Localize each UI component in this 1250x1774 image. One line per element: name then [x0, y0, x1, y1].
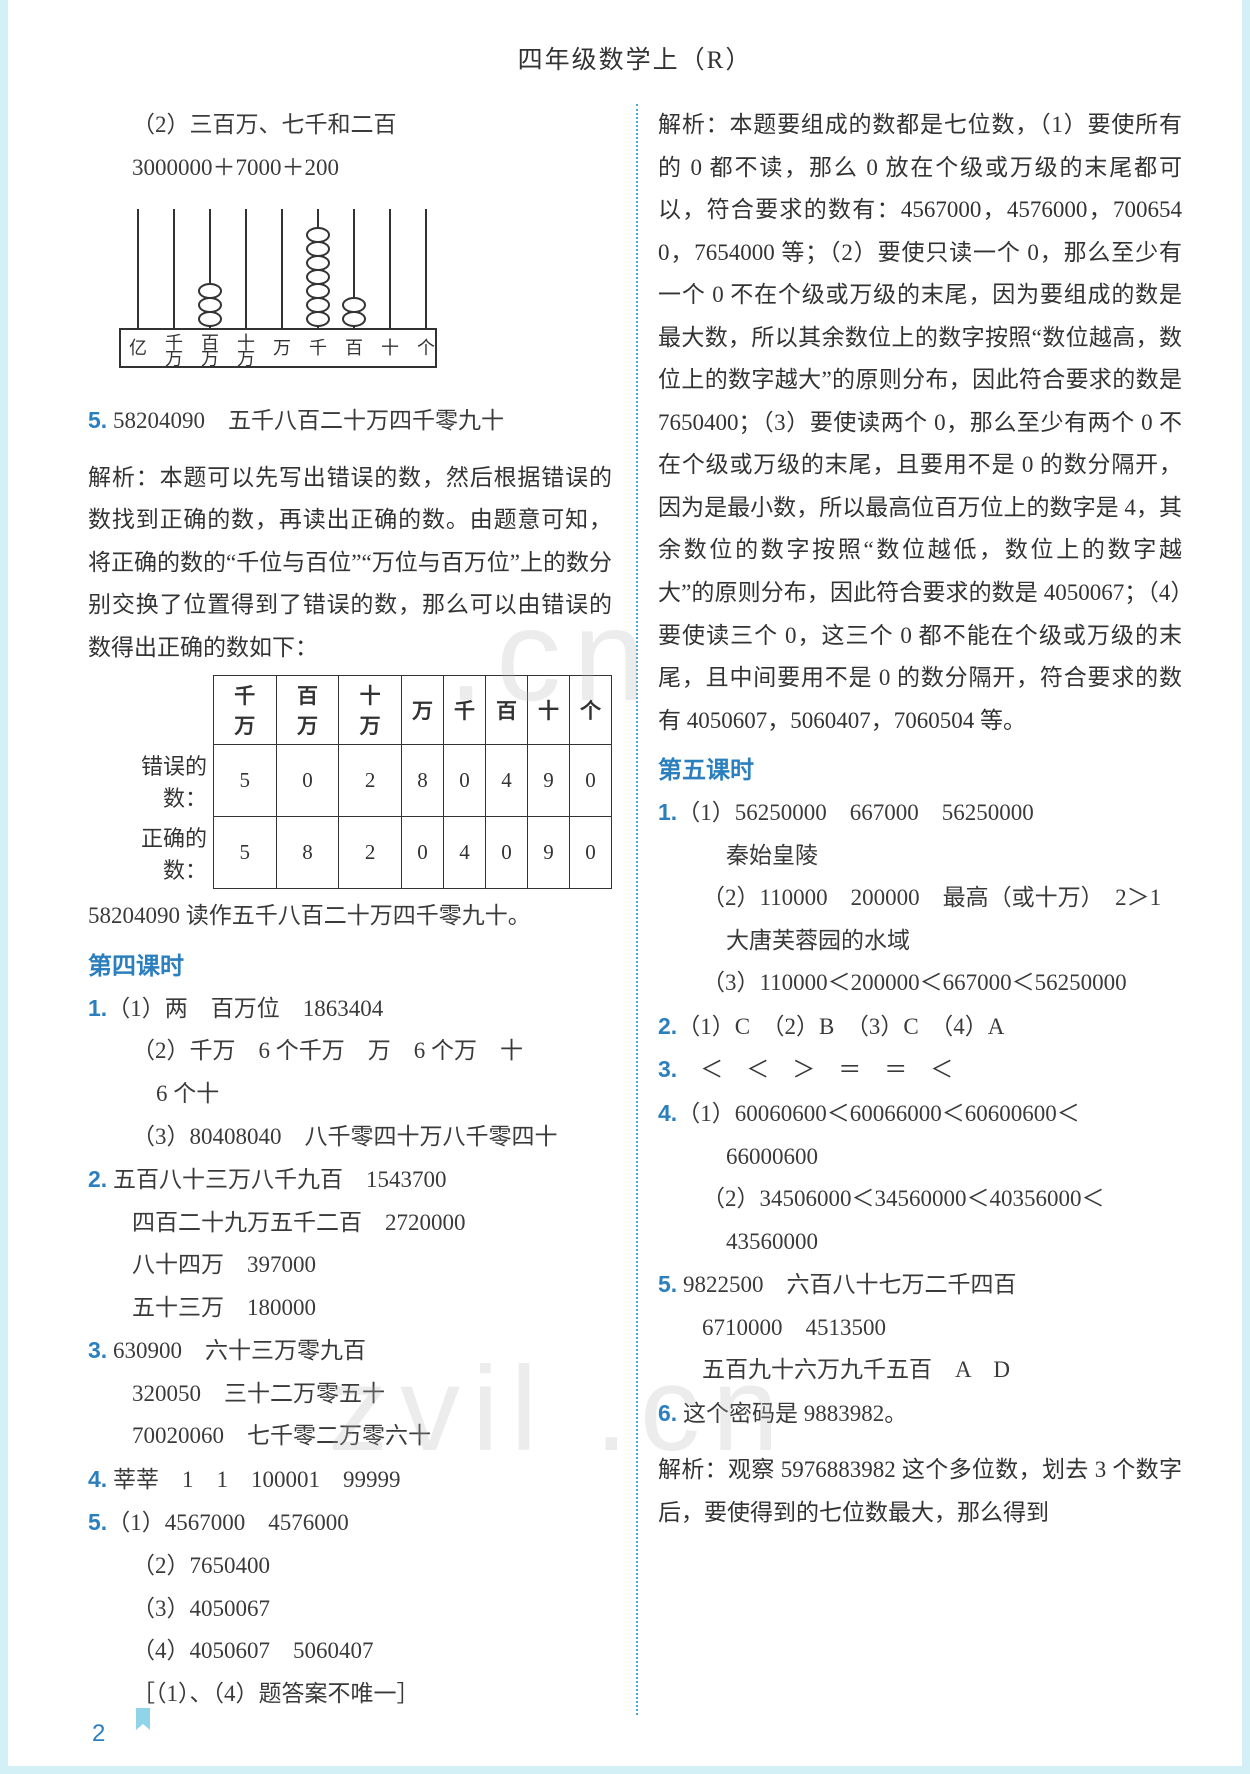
page-title: 四年级数学上（R）	[88, 40, 1182, 76]
ribbon-icon	[136, 1708, 166, 1738]
answer-line: 3. 630900 六十三万零九百	[88, 1329, 612, 1373]
row-label: 错误的数：	[88, 745, 213, 817]
th: 个	[569, 676, 611, 745]
analysis-text: 解析：本题要组成的数都是七位数，（1）要使所有的 0 都不读，那么 0 放在个级…	[658, 104, 1182, 742]
answer-line: （4）4050607 5060407	[88, 1630, 612, 1673]
cell: 4	[485, 745, 527, 817]
text: （1）两 百万位 1863404	[107, 996, 383, 1021]
answer-line: （2）34506000＜34560000＜40356000＜	[658, 1178, 1182, 1221]
answer-line: （3）80408040 八千零四十万八千零四十	[88, 1116, 612, 1159]
answer-line: （2）110000 200000 最高（或十万） 2＞1	[658, 877, 1182, 920]
th: 千万	[213, 676, 276, 745]
digit-table: 千万 百万 十万 万 千 百 十 个 错误的数： 5 0 2 8 0 4	[88, 675, 612, 889]
svg-text:亿: 亿	[129, 338, 147, 358]
svg-text:万: 万	[201, 349, 219, 369]
svg-text:百: 百	[345, 338, 363, 358]
answer-line: 五百九十六万九千五百 A D	[658, 1349, 1182, 1392]
left-column: （2）三百万、七千和二百 3000000＋7000＋200	[88, 104, 612, 1715]
cell: 5	[213, 817, 276, 889]
th: 千	[443, 676, 485, 745]
answer-line: （2）千万 6 个千万 万 6 个万 十	[88, 1030, 612, 1073]
text: （1）4567000 4576000	[107, 1510, 349, 1535]
cell: 9	[527, 817, 569, 889]
answer-line: （2）7650400	[88, 1545, 612, 1588]
text: ＜ ＜ ＞ ＝ ＝ ＜	[677, 1057, 953, 1082]
cell: 8	[401, 745, 443, 817]
answer-line: 1.（1）56250000 667000 56250000	[658, 791, 1182, 835]
text: 莘莘 1 1 100001 99999	[113, 1467, 401, 1492]
text-line: （2）三百万、七千和二百	[88, 104, 612, 147]
answer-line: 4. 莘莘 1 1 100001 99999	[88, 1458, 612, 1502]
page-number: 2	[92, 1720, 105, 1748]
cell: 2	[339, 745, 402, 817]
answer-line: 秦始皇陵	[658, 835, 1182, 878]
text: （1）60060600＜60066000＜60600600＜	[677, 1101, 1080, 1126]
th: 百万	[276, 676, 339, 745]
answer-line: （3）4050067	[88, 1588, 612, 1631]
answer-line: 2. 五百八十三万八千九百 1543700	[88, 1158, 612, 1202]
cell: 0	[401, 817, 443, 889]
answer-line: 70020060 七千零二万零六十	[88, 1415, 612, 1458]
answer-line: 大唐芙蓉园的水域	[658, 920, 1182, 963]
answer-line: 1.（1）两 百万位 1863404	[88, 987, 612, 1031]
answer-line: 5.（1）4567000 4576000	[88, 1501, 612, 1545]
answer-line: 43560000	[658, 1221, 1182, 1264]
cell: 4	[443, 817, 485, 889]
svg-text:万: 万	[273, 338, 291, 358]
answer-line: 3. ＜ ＜ ＞ ＝ ＝ ＜	[658, 1048, 1182, 1092]
text: 58204090 五千八百二十万四千零九十	[113, 408, 504, 433]
answer-line: 66000600	[658, 1136, 1182, 1179]
answer-line: 五十三万 180000	[88, 1287, 612, 1330]
cell: 5	[213, 745, 276, 817]
text: 9822500 六百八十七万二千四百	[683, 1272, 1017, 1297]
text: 这个密码是 9883982。	[683, 1401, 907, 1426]
text-line: 58204090 读作五千八百二十万四千零九十。	[88, 895, 612, 938]
th: 百	[485, 676, 527, 745]
cell: 0	[569, 817, 611, 889]
cell: 2	[339, 817, 402, 889]
th: 万	[401, 676, 443, 745]
text: （1）C （2）B （3）C （4）A	[677, 1014, 1004, 1039]
answer-line: 6 个十	[88, 1073, 612, 1116]
th: 十万	[339, 676, 402, 745]
right-column: 解析：本题要组成的数都是七位数，（1）要使所有的 0 都不读，那么 0 放在个级…	[636, 104, 1182, 1715]
svg-text:万: 万	[237, 349, 255, 369]
analysis-text: 解析：观察 5976883982 这个多位数，划去 3 个数字后，要使得到的七位…	[658, 1449, 1182, 1534]
section-heading: 第四课时	[88, 946, 612, 981]
answer-line: 6. 这个密码是 9883982。	[658, 1392, 1182, 1436]
answer-note: ［（1）、（4）题答案不唯一］	[88, 1673, 612, 1716]
answer-line: 320050 三十二万零五十	[88, 1373, 612, 1416]
svg-text:万: 万	[165, 349, 183, 369]
row-label: 正确的数：	[88, 817, 213, 889]
answer-line: 四百二十九万五千二百 2720000	[88, 1202, 612, 1245]
text-line: 3000000＋7000＋200	[88, 147, 612, 190]
answer-line: 5. 9822500 六百八十七万二千四百	[658, 1263, 1182, 1307]
svg-text:个: 个	[417, 338, 435, 358]
cell: 8	[276, 817, 339, 889]
text: 630900 六十三万零九百	[113, 1338, 366, 1363]
svg-text:十: 十	[381, 338, 399, 358]
th: 十	[527, 676, 569, 745]
analysis-text: 解析：本题可以先写出错误的数，然后根据错误的数找到正确的数，再读出正确的数。由题…	[88, 457, 612, 670]
text: （1）56250000 667000 56250000	[677, 800, 1034, 825]
answer-line: 八十四万 397000	[88, 1244, 612, 1287]
cell: 9	[527, 745, 569, 817]
section-heading: 第五课时	[658, 750, 1182, 785]
page-tab-decoration	[78, 1730, 142, 1772]
text: 五百八十三万八千九百 1543700	[113, 1167, 447, 1192]
answer-line: 2.（1）C （2）B （3）C （4）A	[658, 1005, 1182, 1049]
answer-line: （3）110000＜200000＜667000＜56250000	[658, 962, 1182, 1005]
cell: 0	[276, 745, 339, 817]
cell: 0	[569, 745, 611, 817]
cell: 0	[485, 817, 527, 889]
answer-line: 5. 58204090 五千八百二十万四千零九十	[88, 399, 612, 443]
answer-line: 4.（1）60060600＜60066000＜60600600＜	[658, 1092, 1182, 1136]
cell: 0	[443, 745, 485, 817]
svg-text:千: 千	[309, 338, 327, 358]
abacus-diagram: 亿 千万 百万 十万 万 千 百 十 个	[108, 199, 612, 389]
answer-line: 6710000 4513500	[658, 1307, 1182, 1350]
